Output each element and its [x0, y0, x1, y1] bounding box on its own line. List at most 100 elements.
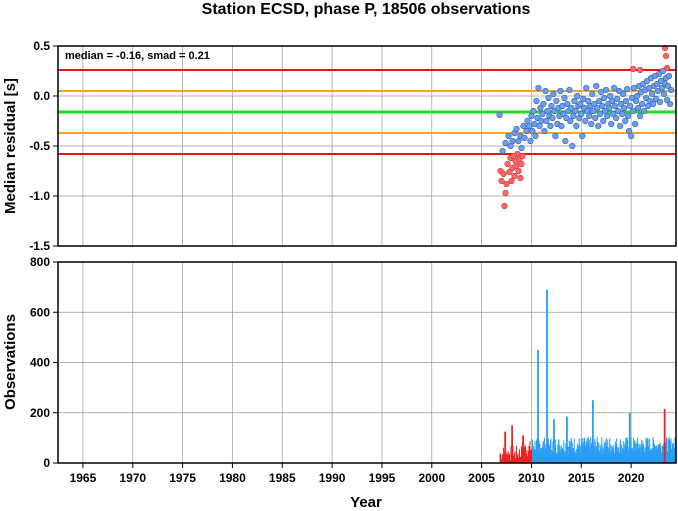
observations-spike-outlier	[504, 431, 507, 463]
residual-point	[635, 104, 642, 112]
residual-outlier-point	[637, 66, 644, 74]
observations-bar	[666, 438, 668, 463]
residual-point	[586, 112, 593, 120]
x-axis-label: Year	[350, 494, 382, 511]
residual-point	[532, 132, 539, 140]
residual-point	[619, 110, 626, 118]
observations-bar-outlier	[519, 449, 521, 463]
observations-bar	[573, 438, 575, 463]
year-x-tick-label: 1985	[269, 471, 296, 485]
residual-point	[611, 84, 618, 92]
residual-point	[625, 112, 632, 120]
residual-point	[649, 100, 657, 108]
residual-point	[665, 72, 673, 80]
observations-spike	[553, 419, 555, 463]
residual-point	[553, 97, 560, 105]
residual-point	[558, 122, 565, 130]
residual-point	[617, 122, 624, 130]
year-x-tick-label: 1975	[169, 471, 196, 485]
residual-outlier-point	[517, 174, 524, 182]
observations-spike	[591, 400, 594, 463]
residual-outlier-point	[511, 172, 518, 180]
year-x-tick-label: 2005	[468, 471, 495, 485]
residual-y-tick-label: 0.5	[33, 39, 50, 53]
residual-point	[639, 100, 646, 108]
residual-point	[633, 97, 640, 105]
observations-spike	[566, 416, 568, 463]
residual-point	[582, 117, 589, 125]
residual-point	[589, 90, 596, 98]
year-x-tick-label: 1995	[369, 471, 396, 485]
observations-bar-outlier	[502, 454, 504, 463]
observations-spike	[537, 349, 539, 463]
observations-bar	[563, 440, 565, 463]
observations-spike-outlier	[511, 425, 514, 463]
residual-point	[533, 97, 540, 105]
residual-annotation: median = -0.16, smad = 0.21	[65, 50, 210, 62]
residual-point	[627, 102, 634, 110]
observations-y-tick-label: 0	[43, 456, 50, 470]
residual-point	[599, 102, 606, 110]
observations-bar-outlier	[506, 454, 508, 463]
residual-point	[632, 120, 639, 128]
residual-point	[496, 111, 503, 119]
year-x-tick-label: 1980	[219, 471, 246, 485]
residual-y-tick-label: 0.0	[33, 89, 50, 103]
residual-point	[571, 97, 578, 105]
residual-point	[561, 94, 568, 102]
residual-point	[656, 98, 664, 106]
residual-outlier-point	[663, 64, 671, 72]
observations-bar	[620, 439, 622, 463]
residual-y-tick-label: -1.5	[29, 239, 50, 253]
observations-bar	[558, 439, 560, 463]
observations-grid	[58, 261, 676, 464]
year-x-tick-label: 2010	[518, 471, 545, 485]
residual-point	[579, 132, 586, 140]
residual-point	[608, 120, 615, 128]
residual-point	[518, 144, 525, 152]
residual-y-tick-label: -0.5	[29, 139, 50, 153]
observations-spike-outlier	[663, 408, 666, 463]
residual-point	[521, 134, 528, 142]
residual-point	[597, 110, 604, 118]
residual-outlier-point	[498, 177, 505, 185]
residual-point	[614, 95, 621, 103]
residual-point	[583, 84, 590, 92]
residual-point	[572, 107, 579, 115]
residual-outlier-point	[501, 202, 508, 210]
residual-threshold-lines	[58, 69, 676, 155]
residual-point	[606, 104, 613, 112]
residual-point	[505, 132, 512, 140]
residual-point	[604, 112, 611, 120]
observations-bar-outlier	[509, 454, 511, 463]
residual-point	[569, 142, 576, 150]
residual-point	[577, 100, 584, 108]
residual-point	[667, 86, 675, 94]
residual-outlier-point	[519, 152, 526, 160]
chart-title: Station ECSD, phase P, 18506 observation…	[202, 1, 531, 18]
observations-bar-outlier	[524, 446, 526, 463]
residual-point	[574, 92, 581, 100]
residual-point	[540, 100, 547, 108]
residual-point	[562, 137, 569, 145]
residual-point	[539, 110, 546, 118]
observations-y-tick-label: 400	[30, 356, 50, 370]
residual-point	[542, 87, 549, 95]
residual-point	[628, 132, 635, 140]
residual-point	[613, 114, 620, 122]
residual-point	[509, 137, 516, 145]
observations-spike	[628, 412, 631, 463]
observations-bars	[499, 289, 677, 463]
residual-point	[623, 97, 630, 105]
residual-panel: -1.5 -1.0 -0.5 0.0 0.5 median = -0.16, smad …	[2, 39, 677, 253]
residual-point	[593, 82, 600, 90]
residual-point	[567, 117, 574, 125]
observations-y-axis-label: Observations	[2, 314, 19, 410]
residual-point	[666, 100, 674, 108]
observations-bar	[543, 437, 545, 463]
residual-point	[660, 90, 668, 98]
residual-point	[601, 94, 608, 102]
residual-point	[549, 114, 556, 122]
residual-point	[523, 127, 530, 135]
